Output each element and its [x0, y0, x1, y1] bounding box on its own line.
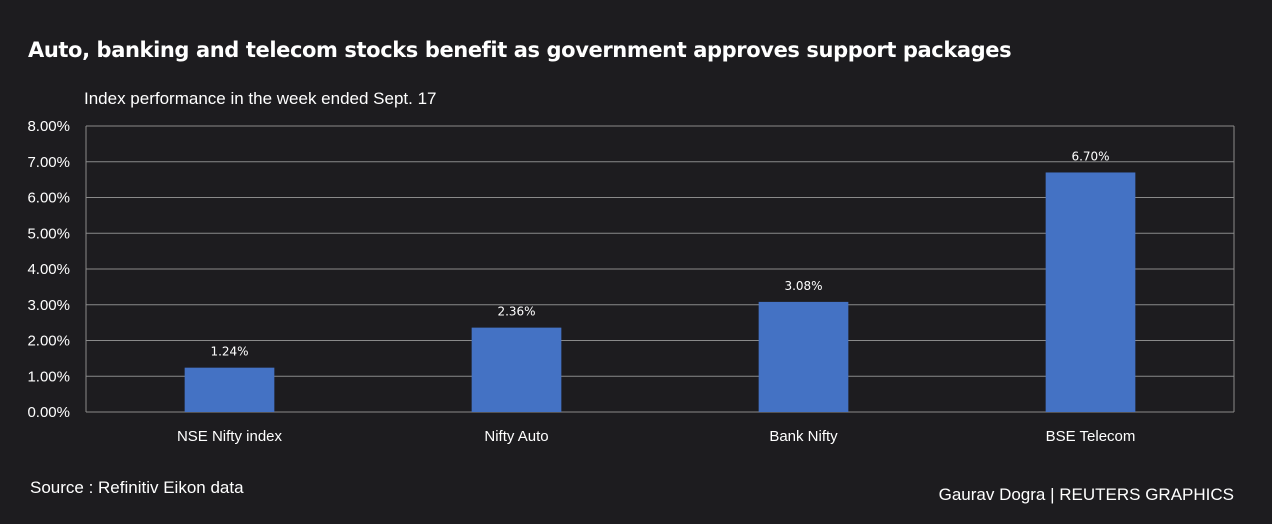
source-note: Source : Refinitiv Eikon data [30, 478, 244, 497]
x-axis-category-labels: NSE Nifty index Nifty Auto Bank Nifty BSE T… [177, 428, 1135, 445]
y-tick-label: 6.00% [27, 190, 70, 207]
bar [1045, 172, 1136, 412]
data-label: 1.24% [210, 345, 248, 359]
bars [184, 172, 1136, 412]
y-axis-tick-labels: 0.00% 1.00% 2.00% 3.00% 4.00% 5.00% 6.00% 7.00%… [27, 118, 70, 421]
y-tick-label: 4.00% [27, 261, 70, 278]
y-tick-label: 0.00% [27, 404, 70, 421]
bar [184, 367, 275, 412]
gridlines [85, 125, 1235, 413]
category-label: BSE Telecom [1046, 428, 1136, 445]
category-label: Bank Nifty [769, 428, 838, 445]
y-tick-label: 7.00% [27, 154, 70, 171]
data-labels: 1.24% 2.36% 3.08% 6.70% [210, 149, 1109, 358]
bar [758, 301, 849, 412]
credit-line: Gaurav Dogra | REUTERS GRAPHICS [938, 485, 1234, 504]
bar [471, 327, 562, 412]
data-label: 6.70% [1071, 149, 1109, 163]
data-label: 2.36% [497, 305, 535, 319]
chart-title: Auto, banking and telecom stocks benefit… [28, 38, 1012, 62]
y-tick-label: 5.00% [27, 225, 70, 242]
category-label: Nifty Auto [484, 428, 548, 445]
y-tick-label: 3.00% [27, 297, 70, 314]
data-label: 3.08% [784, 279, 822, 293]
category-label: NSE Nifty index [177, 428, 283, 445]
chart-subtitle: Index performance in the week ended Sept… [84, 89, 437, 108]
y-tick-label: 8.00% [27, 118, 70, 135]
y-tick-label: 2.00% [27, 333, 70, 350]
y-tick-label: 1.00% [27, 368, 70, 385]
